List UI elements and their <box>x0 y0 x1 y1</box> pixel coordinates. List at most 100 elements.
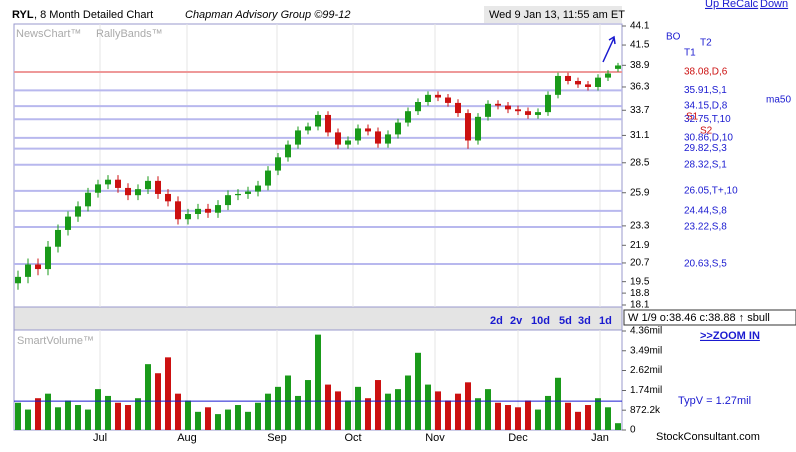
candle-body <box>105 179 111 185</box>
range-button[interactable]: 2v <box>510 315 523 327</box>
volume-bar <box>55 407 61 430</box>
volume-bar <box>335 391 341 430</box>
x-tick-label: Jan <box>591 432 609 444</box>
level-label: 29.82,S,3 <box>684 143 727 154</box>
candle-body <box>505 105 511 110</box>
candle-body <box>195 208 201 215</box>
y-tick-label: 36.3 <box>630 82 650 93</box>
y-tick-label: 21.9 <box>630 240 650 251</box>
volume-tick-label: 1.74mil <box>630 385 662 396</box>
candle-body <box>555 75 561 95</box>
ticker: RYL <box>12 9 34 21</box>
candle-body <box>595 77 601 87</box>
timestamp-box <box>484 6 622 23</box>
volume-bar <box>225 409 231 430</box>
candle-body <box>355 128 361 141</box>
y-tick-label: 41.5 <box>630 40 650 51</box>
candle-body <box>575 80 581 85</box>
axes: Jul Aug Sep Oct Nov Dec Jan 44.1 41.5 38.9 36.3 33.… <box>93 21 751 444</box>
volume-bar <box>535 409 541 430</box>
level-label: 20.63,S,5 <box>684 259 727 270</box>
x-tick-label: Nov <box>425 432 445 444</box>
candle-body <box>135 189 141 196</box>
volume-bar <box>175 393 181 430</box>
volume-bar <box>125 405 131 430</box>
volume-bar <box>355 386 361 430</box>
zoom-link[interactable]: >>ZOOM IN <box>700 330 760 342</box>
y-tick-label: 28.5 <box>630 157 650 168</box>
panel-label: RallyBands™ <box>96 28 163 40</box>
volume-bar <box>75 405 81 430</box>
candle-body <box>65 216 71 230</box>
candle-body <box>245 191 251 194</box>
volume-bar <box>445 400 451 430</box>
panel-label: SmartVolume™ <box>17 335 94 347</box>
level-label: 34.15,D,8 <box>684 101 728 112</box>
volume-tick-label: 3.49mil <box>630 345 662 356</box>
volume-bar <box>305 380 311 430</box>
candle-body <box>345 140 351 145</box>
candle-body <box>45 246 51 270</box>
x-tick-label: Oct <box>344 432 361 444</box>
marker: T2 <box>700 38 712 49</box>
range-button[interactable]: 10d <box>531 315 550 327</box>
range-button[interactable]: 1d <box>599 315 612 327</box>
candle-body <box>445 97 451 103</box>
y-tick-label: 18.8 <box>630 288 650 299</box>
candle-body <box>185 214 191 220</box>
candle-body <box>425 94 431 103</box>
candle-body <box>175 201 181 220</box>
candle-body <box>165 193 171 202</box>
range-button[interactable]: 5d <box>559 315 572 327</box>
marker: ma50 <box>766 95 791 106</box>
candle-body <box>495 103 501 106</box>
candle-body <box>605 73 611 78</box>
x-tick-label: Sep <box>267 432 287 444</box>
candle-body <box>265 170 271 186</box>
candle-body <box>565 75 571 81</box>
volume-bar <box>285 375 291 430</box>
level-label: 24.44,S,8 <box>684 206 727 217</box>
volume-bar <box>215 414 221 430</box>
candle-body <box>275 157 281 171</box>
volume-bar <box>495 402 501 430</box>
candle-body <box>145 180 151 190</box>
volume-bar <box>145 364 151 430</box>
link[interactable]: Down <box>760 0 788 10</box>
y-tick-label: 23.3 <box>630 221 650 232</box>
candle-body <box>535 112 541 115</box>
timestamp: Wed 9 Jan 13, 11:55 am ET <box>489 9 625 21</box>
candle-body <box>365 128 371 132</box>
candle-body <box>285 144 291 158</box>
subtitle: , 8 Month Detailed Chart <box>34 9 153 21</box>
candle-body <box>215 205 221 213</box>
candle-body <box>405 111 411 123</box>
owner: Chapman Advisory Group ©99-12 <box>185 9 350 21</box>
level-label: 38.08,D,6 <box>684 67 728 78</box>
volume-bar <box>95 389 101 430</box>
quote-box <box>623 309 796 326</box>
candle-body <box>465 113 471 141</box>
volume-bar <box>85 409 91 430</box>
footer: StockConsultant.com <box>656 431 760 443</box>
volume-bar <box>485 389 491 430</box>
volume-bar <box>235 405 241 430</box>
range-button[interactable]: 3d <box>578 315 591 327</box>
candle-body <box>225 195 231 206</box>
volume-tick-label: 0 <box>630 425 636 436</box>
candle-body <box>525 111 531 115</box>
volume-bar <box>525 400 531 430</box>
volume-bar <box>425 384 431 430</box>
volume-bar <box>385 393 391 430</box>
volume-bar <box>565 402 571 430</box>
link[interactable]: Up ReCalc <box>705 0 759 10</box>
volume-bar <box>265 393 271 430</box>
marker: S2 <box>700 126 713 137</box>
candle-body <box>115 179 121 188</box>
volume-bar <box>605 407 611 430</box>
y-tick-label: 33.7 <box>630 105 650 116</box>
range-button[interactable]: 2d <box>490 315 503 327</box>
y-tick-label: 38.9 <box>630 60 650 71</box>
volume-bar <box>375 380 381 430</box>
x-tick-label: Aug <box>177 432 197 444</box>
